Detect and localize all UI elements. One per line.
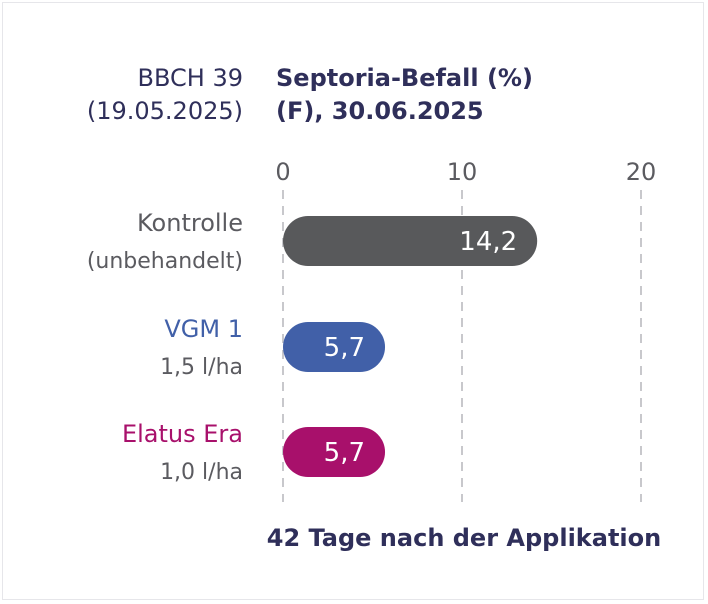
bar-value-label: 14,2: [459, 227, 517, 257]
category-name: Elatus Era: [122, 420, 243, 448]
bar-value-label: 5,7: [324, 438, 365, 468]
x-tick-label: 10: [447, 158, 478, 186]
x-tick-label: 0: [275, 158, 290, 186]
category-name: VGM 1: [164, 315, 243, 343]
bar-value-label: 5,7: [324, 333, 365, 363]
category-name: Kontrolle: [137, 209, 243, 237]
footer-caption: 42 Tage nach der Applikation: [267, 524, 661, 552]
category-labels: Kontrolle (unbehandelt) VGM 1 1,5 l/ha Elatu…: [87, 209, 243, 485]
bar: [283, 427, 386, 477]
bar: [283, 322, 386, 372]
chart-subtitle: (F), 30.06.2025: [276, 97, 484, 125]
category-subtitle: (unbehandelt): [87, 249, 243, 274]
bbch-date: (19.05.2025): [87, 97, 243, 125]
x-tick-label: 20: [626, 158, 657, 186]
bar: [283, 216, 538, 266]
category-subtitle: 1,5 l/ha: [160, 355, 243, 380]
category-subtitle: 1,0 l/ha: [160, 460, 243, 485]
chart-title: Septoria-Befall (%): [276, 64, 533, 92]
bbch-stage: BBCH 39: [138, 64, 243, 92]
x-tick-labels: 0 10 20: [275, 158, 656, 186]
bars: 14,2 5,7 5,7: [283, 216, 538, 477]
